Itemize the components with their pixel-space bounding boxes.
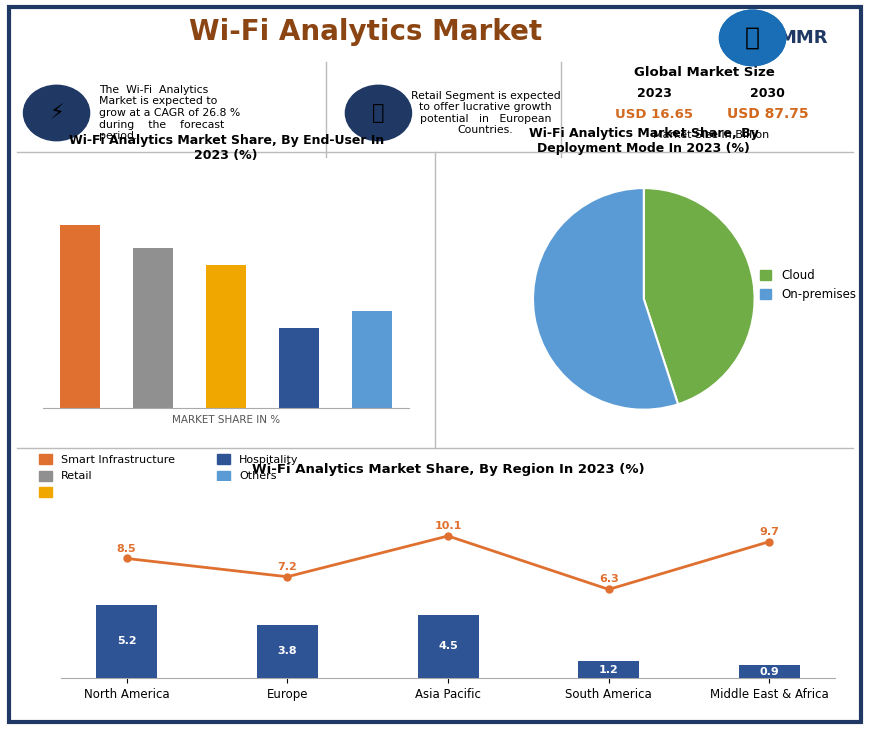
Text: 3.8: 3.8 — [277, 646, 297, 656]
Text: Wi-Fi Analytics Market: Wi-Fi Analytics Market — [189, 18, 541, 46]
Text: 1.2: 1.2 — [598, 665, 618, 674]
X-axis label: MARKET SHARE IN %: MARKET SHARE IN % — [172, 416, 280, 425]
Bar — [133, 248, 173, 408]
Circle shape — [345, 85, 411, 141]
Text: 5.2: 5.2 — [116, 636, 136, 647]
Bar — [578, 661, 639, 678]
Text: 4.5: 4.5 — [438, 642, 457, 651]
Bar — [352, 311, 392, 408]
Bar — [206, 265, 246, 408]
Text: Retail Segment is expected
to offer lucrative growth
potential   in   European
C: Retail Segment is expected to offer lucr… — [410, 90, 560, 136]
Bar — [417, 615, 478, 678]
Title: Wi-Fi Analytics Market Share, By Region In 2023 (%): Wi-Fi Analytics Market Share, By Region … — [251, 463, 644, 476]
Legend: Cloud, On-premises: Cloud, On-premises — [754, 265, 859, 305]
Bar — [60, 225, 100, 408]
Text: ⚡: ⚡ — [50, 103, 63, 123]
Bar — [279, 328, 319, 408]
Text: 🌐: 🌐 — [744, 26, 760, 50]
Title: Wi-Fi Analytics Market Share, By End-User In
2023 (%): Wi-Fi Analytics Market Share, By End-Use… — [69, 134, 383, 163]
Text: 7.2: 7.2 — [277, 562, 297, 572]
Circle shape — [719, 10, 785, 66]
Circle shape — [23, 85, 90, 141]
Bar — [256, 625, 317, 678]
Text: 0.9: 0.9 — [759, 666, 779, 677]
Text: USD 87.75: USD 87.75 — [726, 107, 807, 122]
Text: Global Market Size: Global Market Size — [634, 66, 774, 79]
Text: 2023: 2023 — [636, 87, 671, 100]
Text: 8.5: 8.5 — [116, 544, 136, 553]
Text: MMR: MMR — [778, 29, 827, 47]
Text: 6.3: 6.3 — [598, 574, 618, 585]
Wedge shape — [533, 188, 677, 410]
Text: USD 16.65: USD 16.65 — [614, 108, 693, 121]
Legend: Smart Infrastructure, Retail, Sports and Entertainment, Hospitality, Others: Smart Infrastructure, Retail, Sports and… — [35, 450, 302, 502]
Text: Market Size in Billion: Market Size in Billion — [652, 130, 768, 140]
Text: 🔥: 🔥 — [372, 103, 384, 123]
Bar — [96, 605, 157, 678]
Text: The  Wi-Fi  Analytics
Market is expected to
grow at a CAGR of 26.8 %
during    t: The Wi-Fi Analytics Market is expected t… — [99, 85, 240, 141]
Text: 10.1: 10.1 — [434, 521, 461, 531]
Wedge shape — [643, 188, 753, 405]
Text: 9.7: 9.7 — [759, 526, 779, 537]
Bar — [738, 666, 799, 678]
Circle shape — [719, 10, 785, 66]
Title: Wi-Fi Analytics Market Share, By
Deployment Mode In 2023 (%): Wi-Fi Analytics Market Share, By Deploym… — [528, 127, 758, 155]
Text: 2030: 2030 — [749, 87, 784, 100]
